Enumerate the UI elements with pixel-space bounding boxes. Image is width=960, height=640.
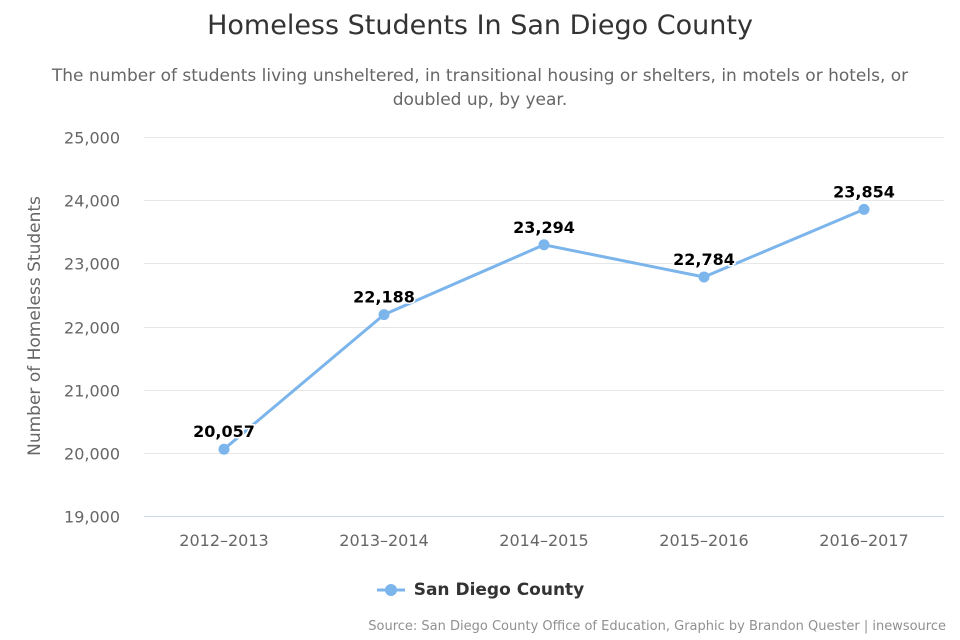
x-tick-label: 2014–2015 <box>499 531 588 550</box>
legend[interactable]: San Diego County <box>0 580 960 601</box>
legend-label: San Diego County <box>413 580 585 600</box>
x-tick-label: 2013–2014 <box>339 531 428 550</box>
y-tick-label: 19,000 <box>64 508 120 527</box>
data-label: 22,188 <box>353 288 415 307</box>
y-tick-label: 23,000 <box>64 255 120 274</box>
x-tick-label: 2012–2013 <box>179 531 268 550</box>
grid-lines <box>144 137 944 517</box>
x-axis-ticks: 2012–2013 2013–2014 2014–2015 2015–2016 2016… <box>179 531 908 550</box>
x-tick-label: 2016–2017 <box>819 531 908 550</box>
x-tick-label: 2015–2016 <box>659 531 748 550</box>
legend-item-san-diego-county[interactable]: San Diego County <box>376 580 585 600</box>
chart-title: Homeless Students In San Diego County <box>207 10 753 41</box>
y-tick-label: 20,000 <box>64 445 120 464</box>
data-point[interactable] <box>538 239 550 251</box>
y-tick-label: 22,000 <box>64 319 120 338</box>
data-point[interactable] <box>378 309 390 321</box>
data-point[interactable] <box>858 203 870 215</box>
source-credit[interactable]: Source: San Diego County Office of Educa… <box>368 619 946 634</box>
y-tick-label: 25,000 <box>64 129 120 148</box>
y-axis-ticks: 19,000 20,000 21,000 22,000 23,000 24,000 25,0… <box>64 129 120 527</box>
data-labels: 20,057 22,188 23,294 22,784 23,854 <box>192 181 897 443</box>
y-tick-label: 24,000 <box>64 192 120 211</box>
y-axis-label: Number of Homeless Students <box>25 196 45 456</box>
series-san-diego-county[interactable] <box>218 203 870 455</box>
data-label: 23,854 <box>833 182 895 201</box>
y-tick-label: 21,000 <box>64 382 120 401</box>
data-point[interactable] <box>698 271 710 283</box>
data-point[interactable] <box>218 443 230 455</box>
data-label: 22,784 <box>673 250 735 269</box>
data-label: 20,057 <box>193 422 255 441</box>
legend-marker-icon <box>376 584 405 596</box>
chart-subtitle: The number of students living unsheltere… <box>51 66 909 110</box>
data-label: 23,294 <box>513 218 575 237</box>
